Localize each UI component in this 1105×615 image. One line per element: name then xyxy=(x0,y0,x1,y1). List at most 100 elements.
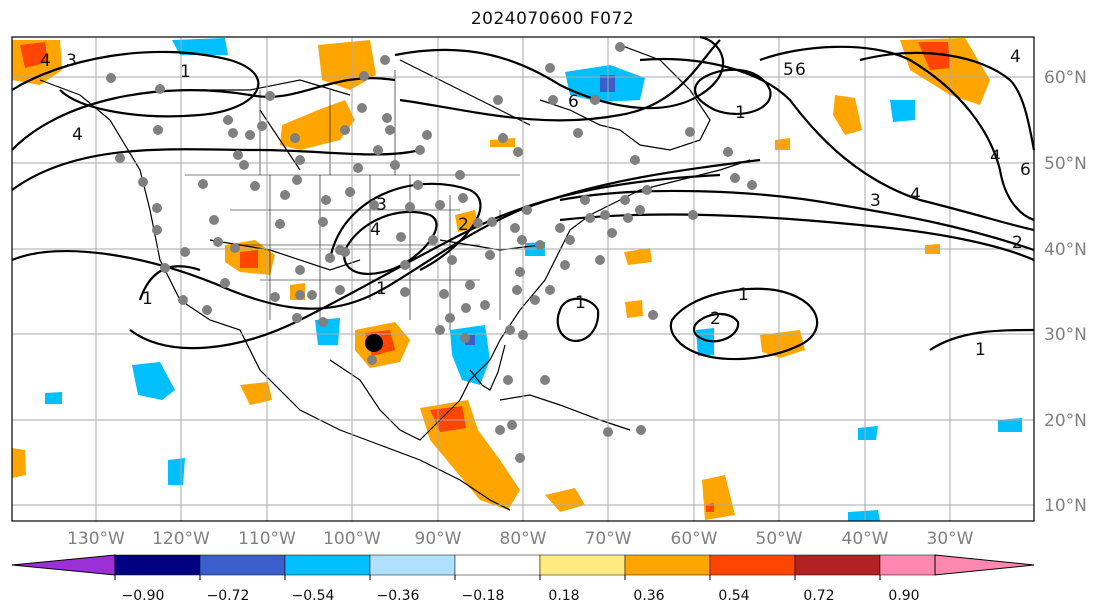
station-marker xyxy=(636,425,646,435)
lon-label: 30°W xyxy=(927,529,974,549)
lon-label: 60°W xyxy=(671,529,718,549)
contour-label: 1 xyxy=(180,62,191,82)
contour-label: 1 xyxy=(975,340,986,360)
storm-center-marker xyxy=(365,334,383,352)
station-marker xyxy=(380,55,390,65)
station-marker xyxy=(540,375,550,385)
station-marker xyxy=(270,292,280,302)
lon-label: 40°W xyxy=(842,529,889,549)
station-marker xyxy=(275,219,285,229)
contour-label: 4 xyxy=(40,51,51,71)
lat-label: 30°N xyxy=(1044,325,1087,345)
contours xyxy=(11,35,1036,361)
station-marker xyxy=(213,237,223,247)
station-marker xyxy=(530,295,540,305)
contour-label: 1 xyxy=(376,279,387,299)
station-marker xyxy=(461,303,471,313)
colorbar-segment xyxy=(454,554,541,576)
station-marker xyxy=(245,130,255,140)
station-marker xyxy=(507,420,517,430)
colorbar-segment xyxy=(709,554,796,576)
colorbar: −0.90 −0.72 −0.54 −0.36 −0.18 0.18 0.36 … xyxy=(11,554,1035,604)
contour-label: 1 xyxy=(142,289,153,309)
station-marker xyxy=(723,147,733,157)
station-marker xyxy=(239,160,249,170)
station-marker xyxy=(535,240,545,250)
station-marker xyxy=(318,317,328,327)
station-marker xyxy=(439,289,449,299)
anomaly-shading xyxy=(12,38,1022,521)
colorbar-label: 0.36 xyxy=(633,588,664,604)
station-marker xyxy=(580,195,590,205)
contour-label: 4 xyxy=(990,147,1001,167)
lon-label: 70°W xyxy=(585,529,632,549)
station-marker xyxy=(230,243,240,253)
lon-label: 50°W xyxy=(756,529,803,549)
station-marker xyxy=(460,333,470,343)
station-marker xyxy=(385,125,395,135)
station-marker xyxy=(295,290,305,300)
station-marker xyxy=(473,218,483,228)
station-marker xyxy=(413,180,423,190)
colorbar-label: 0.90 xyxy=(888,588,919,604)
station-markers xyxy=(106,42,757,463)
station-marker xyxy=(548,95,558,105)
station-marker xyxy=(545,63,555,73)
station-marker xyxy=(510,223,520,233)
station-marker xyxy=(369,200,379,210)
station-marker xyxy=(357,103,367,113)
station-marker xyxy=(518,330,528,340)
station-marker xyxy=(495,425,505,435)
latitude-axis: 60°N 50°N 40°N 30°N 20°N 10°N xyxy=(1044,68,1087,516)
station-marker xyxy=(359,71,369,81)
station-marker xyxy=(445,313,455,323)
map-title: 2024070600 F072 xyxy=(470,9,635,29)
station-marker xyxy=(485,250,495,260)
station-marker xyxy=(573,128,583,138)
station-marker xyxy=(428,235,438,245)
station-marker xyxy=(688,210,698,220)
contour-label: 6 xyxy=(568,92,579,112)
contour-label: 4 xyxy=(72,125,83,145)
station-marker xyxy=(630,155,640,165)
station-marker xyxy=(560,260,570,270)
station-marker xyxy=(209,215,219,225)
station-marker xyxy=(373,145,383,155)
station-marker xyxy=(455,170,465,180)
lat-label: 60°N xyxy=(1044,68,1087,88)
station-marker xyxy=(480,300,490,310)
station-marker xyxy=(202,305,212,315)
station-marker xyxy=(435,325,445,335)
station-marker xyxy=(180,247,190,257)
station-marker xyxy=(115,153,125,163)
contour-label: 3 xyxy=(66,51,77,71)
station-marker xyxy=(367,355,377,365)
station-marker xyxy=(522,205,532,215)
station-marker xyxy=(325,253,335,263)
station-marker xyxy=(458,193,468,203)
station-marker xyxy=(152,225,162,235)
colorbar-label: 0.54 xyxy=(718,588,749,604)
station-marker xyxy=(265,91,275,101)
station-marker xyxy=(565,235,575,245)
station-marker xyxy=(405,202,415,212)
station-marker xyxy=(390,160,400,170)
colorbar-segment xyxy=(114,554,201,576)
station-marker xyxy=(353,163,363,173)
station-marker xyxy=(138,177,148,187)
contour-label: 2 xyxy=(710,309,721,329)
colorbar-segment xyxy=(624,554,711,576)
station-marker xyxy=(642,185,652,195)
station-marker xyxy=(747,180,757,190)
contour-label: 3 xyxy=(870,191,881,211)
contour-label: 2 xyxy=(458,215,469,235)
contour-label: 6 xyxy=(795,60,806,80)
lon-label: 90°W xyxy=(415,529,462,549)
station-marker xyxy=(648,310,658,320)
station-marker xyxy=(228,128,238,138)
station-marker xyxy=(415,145,425,155)
station-marker xyxy=(400,287,410,297)
station-marker xyxy=(623,213,633,223)
station-marker xyxy=(555,223,565,233)
contour-label: 4 xyxy=(910,185,921,205)
